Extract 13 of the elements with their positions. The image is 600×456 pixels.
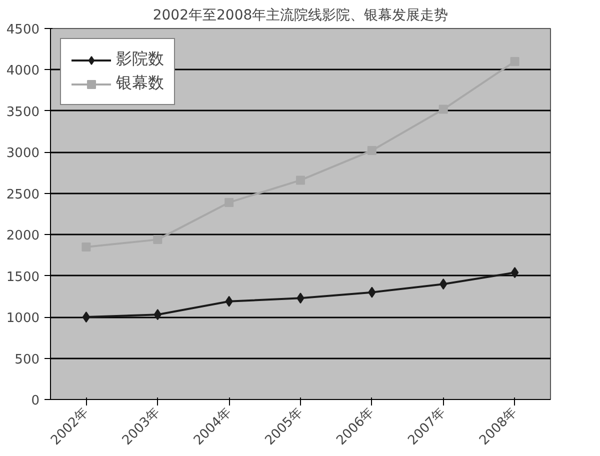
y-tick-label: 1000 (6, 311, 40, 326)
legend-label: 影院数 (116, 49, 164, 70)
legend-label: 银幕数 (116, 73, 164, 94)
y-tick-label: 3000 (6, 146, 40, 162)
y-tick-label: 2000 (6, 228, 40, 244)
y-tick-label: 500 (14, 352, 40, 368)
y-tick-label: 2500 (6, 187, 40, 202)
y-tick-label: 4500 (6, 22, 40, 38)
chart-title: 2002年至2008年主流院线影院、银幕发展走势 (152, 8, 448, 24)
y-tick-label: 3500 (6, 104, 40, 120)
y-tick-label: 0 (31, 394, 40, 408)
y-tick-label: 4000 (6, 64, 40, 79)
y-tick-label: 1500 (6, 270, 40, 285)
